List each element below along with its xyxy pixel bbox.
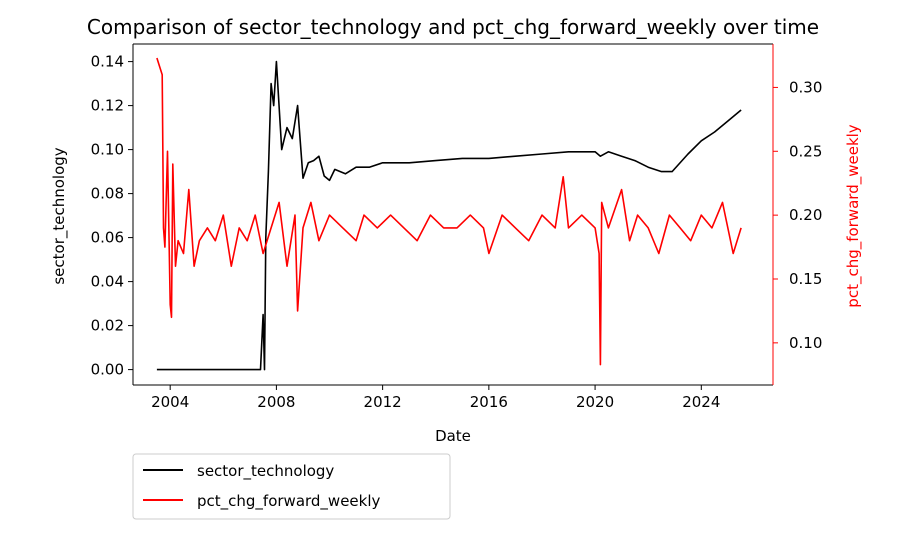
legend-box <box>132 453 451 520</box>
legend: sector_technology pct_chg_forward_weekly <box>132 453 451 520</box>
y-left-tick-label: 0.12 <box>91 97 124 115</box>
y-right-tick-label: 0.25 <box>789 142 822 160</box>
series-line-pct-chg-forward-weekly <box>156 57 742 366</box>
y-left-tick-label: 0.06 <box>91 229 124 247</box>
chart-title: Comparison of sector_technology and pct_… <box>87 15 819 39</box>
y-right-axis-label: pct_chg_forward_weekly <box>844 124 863 308</box>
x-tick-label: 2008 <box>257 393 295 411</box>
y-left-tick-label: 0.08 <box>91 185 124 203</box>
x-tick-label: 2024 <box>682 393 720 411</box>
y-left-axis-ticks: 0.00 0.02 0.04 0.06 0.08 0.10 0.12 0.14 <box>91 53 133 379</box>
y-right-tick-label: 0.15 <box>789 270 822 288</box>
axes-frame <box>132 43 774 386</box>
x-axis-ticks: 2004 2008 2012 2016 2020 2024 <box>151 385 720 411</box>
x-tick-label: 2012 <box>364 393 402 411</box>
y-left-tick-label: 0.00 <box>91 361 124 379</box>
x-tick-label: 2004 <box>151 393 189 411</box>
y-left-tick-label: 0.02 <box>91 317 124 335</box>
y-right-tick-label: 0.30 <box>789 78 822 96</box>
x-tick-label: 2020 <box>576 393 614 411</box>
y-left-tick-label: 0.04 <box>91 273 124 291</box>
legend-label-sector-technology: sector_technology <box>197 462 334 481</box>
legend-label-pct-chg-forward-weekly: pct_chg_forward_weekly <box>197 492 381 511</box>
series-line-sector-technology <box>156 60 742 371</box>
x-axis-label: Date <box>435 427 471 445</box>
y-right-tick-label: 0.10 <box>789 334 822 352</box>
series-layer <box>156 57 742 371</box>
y-left-tick-label: 0.10 <box>91 141 124 159</box>
y-right-tick-label: 0.20 <box>789 206 822 224</box>
x-tick-label: 2016 <box>470 393 508 411</box>
y-right-axis-ticks: 0.10 0.15 0.20 0.25 0.30 <box>773 78 822 352</box>
y-left-axis-label: sector_technology <box>50 147 69 284</box>
y-left-tick-label: 0.14 <box>91 53 124 71</box>
